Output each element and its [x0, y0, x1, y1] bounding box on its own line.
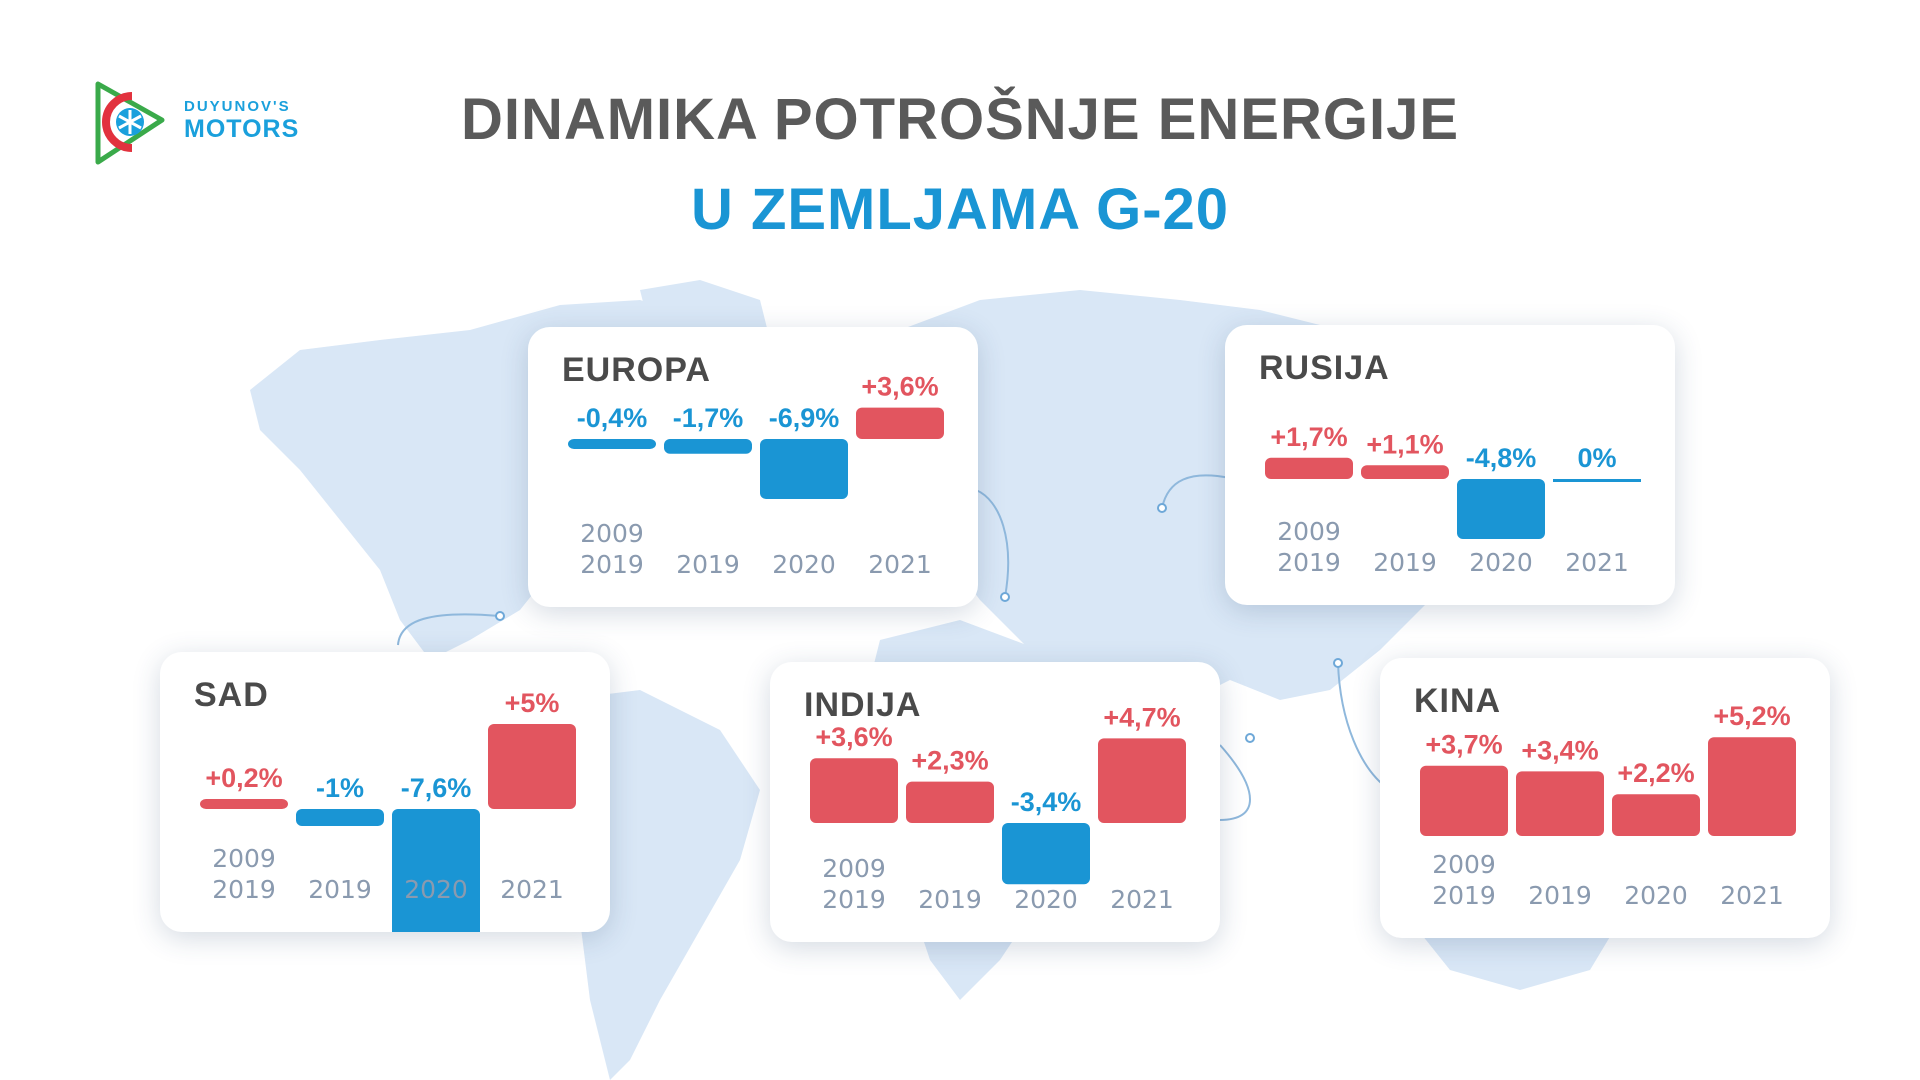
bar-value-label: -3,4%: [1011, 787, 1082, 817]
bar: [1457, 479, 1545, 539]
year-label: 2021: [1565, 548, 1629, 577]
company-logo: DUYUNOV'S MOTORS: [90, 80, 330, 170]
bar: [760, 439, 848, 500]
chart-title: EUROPA: [562, 351, 711, 389]
bar: [1002, 823, 1090, 885]
chart-card-indija: INDIJA +3,6% 2009 2019 +2,3% 2019 -3,4% 2020 +4…: [770, 662, 1220, 942]
year-label: 2020: [404, 875, 468, 904]
chart-card-sad: SAD +0,2% 2009 2019 -1% 2019 -7,6% 2020 +5% 2021: [160, 652, 610, 932]
bar-value-label: -1%: [316, 773, 364, 803]
bar: [1265, 457, 1353, 479]
connector-rusija: [1161, 474, 1231, 509]
year-label: 2019: [822, 885, 886, 914]
chart-card-rusija: RUSIJA +1,7% 2009 2019 +1,1% 2019 -4,8% 2020 0%…: [1225, 325, 1675, 605]
chart-title: INDIJA: [804, 686, 922, 724]
bar: [392, 809, 480, 932]
logo-text-line2: MOTORS: [184, 115, 300, 143]
bar-value-label: -7,6%: [401, 773, 472, 803]
year-label: 2019: [918, 885, 982, 914]
year-label: 2019: [308, 875, 372, 904]
page-subtitle: U ZEMLJAMA G-20: [690, 177, 1230, 242]
bar: [200, 799, 288, 809]
bar: [296, 809, 384, 826]
bar-value-label: +3,6%: [815, 722, 892, 752]
year-label: 2019: [212, 875, 276, 904]
bar: [1098, 738, 1186, 823]
bar-value-label: +2,2%: [1617, 758, 1694, 788]
bar-value-label: -4,8%: [1466, 443, 1537, 473]
chart-title: RUSIJA: [1259, 349, 1390, 387]
year-label: 2009: [212, 844, 276, 873]
bar-value-label: +3,4%: [1521, 735, 1598, 765]
bar: [1361, 465, 1449, 479]
connector-europa: [975, 489, 1010, 598]
year-label: 2019: [580, 550, 644, 579]
bar-value-label: +5%: [505, 688, 560, 718]
year-label: 2021: [868, 550, 932, 579]
chart-card-europa: EUROPA -0,4% 2009 2019 -1,7% 2019 -6,9% 2020 +3…: [528, 327, 978, 607]
connector-indija: [1219, 744, 1251, 821]
year-label: 2009: [822, 854, 886, 883]
bar-value-label: +0,2%: [205, 763, 282, 793]
bar: [906, 781, 994, 823]
year-label: 2020: [1624, 881, 1688, 910]
connector-sad: [397, 613, 501, 646]
year-label: 2009: [1277, 517, 1341, 546]
bar: [1553, 479, 1641, 482]
logo-emblem-icon: [95, 81, 165, 165]
bar-value-label: 0%: [1577, 443, 1616, 473]
bar: [1612, 794, 1700, 836]
bar-value-label: +3,6%: [861, 372, 938, 402]
bar: [810, 758, 898, 823]
year-label: 2021: [500, 875, 564, 904]
bar: [1516, 771, 1604, 836]
bar: [856, 407, 944, 439]
bar-value-label: +1,1%: [1366, 429, 1443, 459]
bar-value-label: +2,3%: [911, 746, 988, 776]
year-label: 2020: [1469, 548, 1533, 577]
year-label: 2021: [1720, 881, 1784, 910]
year-label: 2019: [1528, 881, 1592, 910]
bar-value-label: -6,9%: [769, 403, 840, 433]
year-label: 2019: [1373, 548, 1437, 577]
year-label: 2019: [1432, 881, 1496, 910]
bar: [1708, 737, 1796, 836]
bar-value-label: +3,7%: [1425, 730, 1502, 760]
bar: [1420, 765, 1508, 836]
bar: [488, 724, 576, 809]
year-label: 2019: [1277, 548, 1341, 577]
bar-value-label: +4,7%: [1103, 702, 1180, 732]
bar-value-label: +1,7%: [1270, 422, 1347, 452]
year-label: 2009: [580, 519, 644, 548]
year-label: 2020: [1014, 885, 1078, 914]
year-label: 2019: [676, 550, 740, 579]
page-title: DINAMIKA POTROŠNJE ENERGIJE: [460, 87, 1460, 152]
chart-card-kina: KINA +3,7% 2009 2019 +3,4% 2019 +2,2% 2020 +5,2…: [1380, 658, 1830, 938]
chart-title: SAD: [194, 676, 269, 714]
bar-value-label: -0,4%: [577, 403, 648, 433]
bar: [568, 439, 656, 449]
logo-text-line1: DUYUNOV'S: [184, 98, 291, 115]
year-label: 2021: [1110, 885, 1174, 914]
chart-title: KINA: [1414, 682, 1502, 720]
bar-value-label: -1,7%: [673, 403, 744, 433]
year-label: 2009: [1432, 850, 1496, 879]
bar: [664, 439, 752, 454]
year-label: 2020: [772, 550, 836, 579]
bar-value-label: +5,2%: [1713, 701, 1790, 731]
